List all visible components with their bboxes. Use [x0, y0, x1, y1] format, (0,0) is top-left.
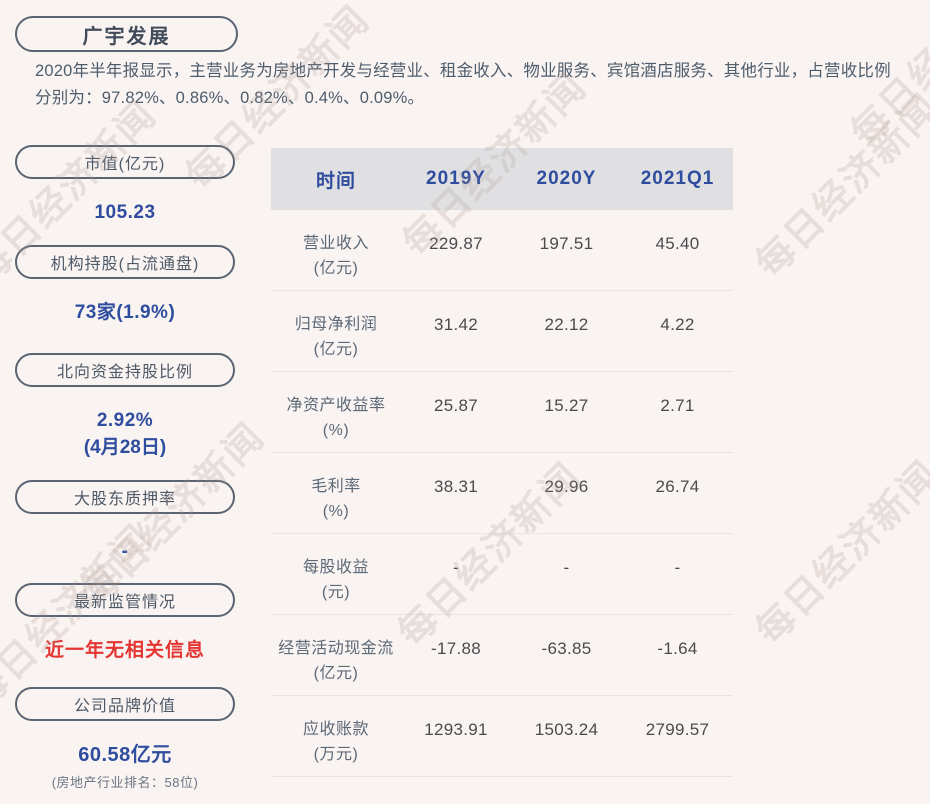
metric-value-date: (4月28日) — [83, 437, 167, 458]
cell-value: 38.31 — [433, 477, 479, 496]
cell-value: - — [453, 558, 459, 577]
metric-value: - — [121, 541, 129, 562]
cell-value: 4.22 — [660, 315, 695, 334]
metric-value-alert: 近一年无相关信息 — [44, 640, 205, 661]
cell-value: 45.40 — [655, 234, 700, 253]
table-row-roe: 净资产收益率 (%) 25.87 15.27 2.71 — [271, 372, 733, 453]
metric-pill-northbound-holding: 北向资金持股比例 — [15, 353, 235, 387]
metric-label: 北向资金持股比例 — [56, 364, 193, 381]
cell-value: 22.12 — [544, 315, 589, 334]
sidebar-item-pledge-ratio: 大股东质押率 - — [15, 480, 235, 565]
row-label: 毛利率 (%) — [271, 474, 401, 533]
metric-pill-brand-value: 公司品牌价值 — [15, 687, 235, 721]
row-name: 毛利率 — [311, 478, 361, 495]
metric-value: 60.58亿元 — [78, 744, 172, 766]
cell-value: -1.64 — [657, 639, 698, 658]
row-name: 归母净利润 — [294, 316, 378, 333]
metric-label: 市值(亿元) — [84, 156, 166, 173]
cell-value: 31.42 — [433, 315, 479, 334]
table-row-gross-margin: 毛利率 (%) 38.31 29.96 26.74 — [271, 453, 733, 534]
row-label: 应收账款 (万元) — [271, 717, 401, 776]
cell-value: 2.71 — [660, 396, 695, 415]
sidebar-item-brand-value: 公司品牌价值 60.58亿元 (房地产行业排名：58位) — [15, 687, 235, 791]
cell-value: 25.87 — [433, 396, 479, 415]
row-label: 每股收益 (元) — [271, 555, 401, 614]
row-unit: (亿元) — [313, 665, 359, 682]
table-row-eps: 每股收益 (元) - - - — [271, 534, 733, 615]
cell-value: 2799.57 — [645, 720, 710, 739]
cell-value: - — [563, 558, 570, 577]
row-name: 每股收益 — [302, 559, 369, 576]
metric-pill-market-cap: 市值(亿元) — [15, 145, 235, 179]
financial-table: 时间 2019Y 2020Y 2021Q1 营业收入 (亿元) 229.87 1… — [271, 148, 733, 777]
cell-value: 1503.24 — [534, 720, 599, 739]
metric-label: 最新监管情况 — [73, 594, 176, 611]
table-row-accounts-receivable: 应收账款 (万元) 1293.91 1503.24 2799.57 — [271, 696, 733, 777]
row-name: 经营活动现金流 — [278, 640, 394, 657]
row-name: 应收账款 — [302, 721, 369, 738]
sidebar-item-market-cap: 市值(亿元) 105.23 — [15, 145, 235, 226]
table-header-2019y: 2019Y — [426, 168, 486, 189]
row-name: 净资产收益率 — [286, 397, 386, 414]
row-unit: (万元) — [313, 746, 359, 763]
table-row-net-profit: 归母净利润 (亿元) 31.42 22.12 4.22 — [271, 291, 733, 372]
cell-value: 197.51 — [539, 234, 594, 253]
metric-pill-pledge-ratio: 大股东质押率 — [15, 480, 235, 514]
metric-value-note: (房地产行业排名：58位) — [51, 775, 199, 790]
metric-value: 2.92% — [96, 410, 154, 431]
metric-pill-institutional-holding: 机构持股(占流通盘) — [15, 245, 235, 279]
metric-pill-regulatory-status: 最新监管情况 — [15, 583, 235, 617]
row-label: 净资产收益率 (%) — [271, 393, 401, 452]
cell-value: 229.87 — [429, 234, 483, 253]
table-header-row: 时间 2019Y 2020Y 2021Q1 — [271, 148, 733, 210]
table-header-time: 时间 — [315, 170, 356, 192]
company-name: 广宇发展 — [82, 25, 171, 48]
sidebar-item-northbound-holding: 北向资金持股比例 2.92% (4月28日) — [15, 353, 235, 461]
business-summary-text: 2020年半年报显示，主营业务为房地产开发与经营业、租金收入、物业服务、宾馆酒店… — [35, 62, 891, 107]
metric-label: 公司品牌价值 — [73, 698, 176, 715]
row-unit: (%) — [322, 422, 350, 439]
cell-value: - — [674, 558, 681, 577]
cell-value: 26.74 — [655, 477, 700, 496]
metric-value: 73家(1.9%) — [74, 302, 176, 323]
row-unit: (元) — [321, 584, 351, 601]
row-name: 营业收入 — [302, 235, 369, 252]
sidebar-item-institutional-holding: 机构持股(占流通盘) 73家(1.9%) — [15, 245, 235, 326]
table-row-revenue: 营业收入 (亿元) 229.87 197.51 45.40 — [271, 210, 733, 291]
row-unit: (亿元) — [313, 260, 359, 277]
row-label: 营业收入 (亿元) — [271, 231, 401, 290]
table-row-operating-cash-flow: 经营活动现金流 (亿元) -17.88 -63.85 -1.64 — [271, 615, 733, 696]
row-unit: (亿元) — [313, 341, 359, 358]
cell-value: -17.88 — [430, 639, 481, 658]
sidebar-item-regulatory-status: 最新监管情况 近一年无相关信息 — [15, 583, 235, 664]
row-label: 经营活动现金流 (亿元) — [271, 636, 401, 695]
cell-value: 29.96 — [544, 477, 589, 496]
metric-value: 105.23 — [94, 202, 156, 223]
metric-label: 大股东质押率 — [73, 491, 176, 508]
table-header-2020y: 2020Y — [536, 168, 597, 189]
cell-value: 15.27 — [544, 396, 589, 415]
cell-value: 1293.91 — [424, 720, 488, 739]
company-name-badge: 广宇发展 — [15, 16, 238, 52]
metric-label: 机构持股(占流通盘) — [50, 256, 200, 273]
table-header-2021q1: 2021Q1 — [640, 168, 715, 189]
row-label: 归母净利润 (亿元) — [271, 312, 401, 371]
row-unit: (%) — [322, 503, 350, 520]
cell-value: -63.85 — [541, 639, 592, 658]
